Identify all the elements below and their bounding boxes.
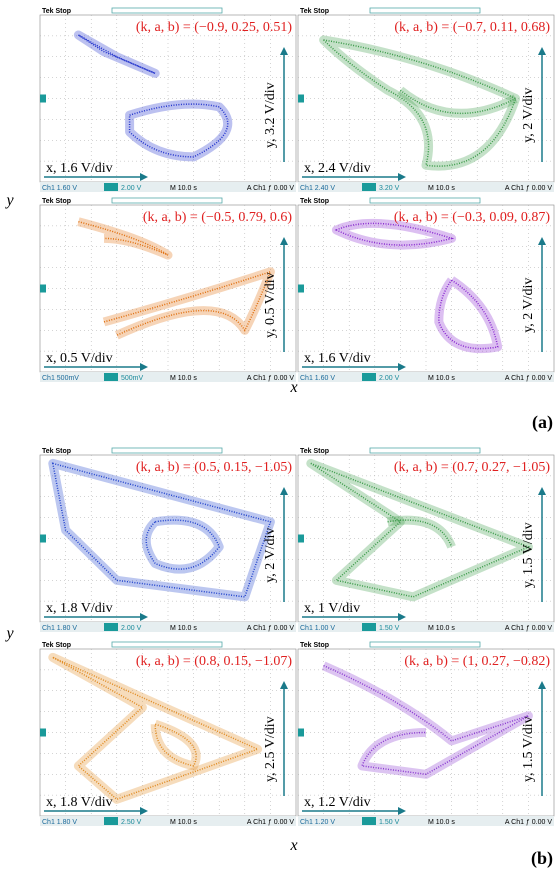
axis-y-label: y [4, 192, 14, 209]
status-ch1: Ch1 1.60 V [42, 185, 77, 192]
scope-panel: Tek Stop (k, a, b) = (−0.7, 0.11, 0.68) x,… [298, 6, 554, 192]
status-ch1: Ch1 1.20 V [300, 819, 335, 826]
group-label: (a) [532, 412, 553, 433]
group-label: (b) [531, 848, 553, 869]
x-scale-label: x, 1.8 V/div [46, 601, 113, 616]
params-label: (k, a, b) = (−0.3, 0.09, 0.87) [394, 210, 550, 225]
status-ch2: 1.50 V [379, 819, 400, 826]
x-scale-label: x, 1.6 V/div [46, 161, 113, 176]
y-scale-label: y, 2 V/div [521, 278, 536, 333]
y-scale-label: y, 2 V/div [521, 88, 536, 143]
ch2-badge [104, 623, 118, 631]
x-scale-label: x, 2.4 V/div [304, 161, 371, 176]
figure: x y (a) x y (b) Tek Stop(k, a, b) = (−0.… [0, 0, 558, 869]
x-scale-label: x, 1 V/div [304, 601, 360, 616]
y-scale-label: y, 2 V/div [263, 528, 278, 583]
channel-marker [40, 285, 46, 293]
status-time: M 10.0 s [170, 819, 197, 826]
status-ch1: Ch1 500mV [42, 375, 79, 382]
status-ch1: Ch1 1.80 V [42, 625, 77, 632]
scope-panel: Tek Stop (k, a, b) = (0.8, 0.15, −1.07) x,… [40, 640, 296, 826]
status-ch1: Ch1 1.00 V [300, 625, 335, 632]
params-label: (k, a, b) = (1, 0.27, −0.82) [404, 654, 550, 669]
params-label: (k, a, b) = (0.5, 0.15, −1.05) [136, 460, 292, 475]
header: Tek Stop [42, 448, 71, 455]
header: Tek Stop [300, 8, 329, 15]
ch2-badge [362, 817, 376, 825]
ch2-badge [362, 623, 376, 631]
channel-marker [40, 95, 46, 103]
x-scale-label: x, 1.8 V/div [46, 795, 113, 810]
scope-panel: Tek Stop (k, a, b) = (1, 0.27, −0.82) x, 1… [298, 640, 554, 826]
params-label: (k, a, b) = (−0.5, 0.79, 0.6) [143, 210, 292, 225]
header: Tek Stop [42, 8, 71, 15]
status-ch2: 3.20 V [379, 185, 400, 192]
status-ch2: 2.00 V [379, 375, 400, 382]
ch2-badge [362, 373, 376, 381]
status-ch2: 2.50 V [121, 819, 142, 826]
ch2-badge [104, 373, 118, 381]
ch2-badge [104, 183, 118, 191]
status-time: M 10.0 s [170, 375, 197, 382]
status-time: M 10.0 s [170, 185, 197, 192]
scope-panel: Tek Stop (k, a, b) = (0.5, 0.15, −1.05) x,… [40, 446, 296, 632]
status-ch2: 2.00 V [121, 185, 142, 192]
channel-marker [298, 95, 304, 103]
header: Tek Stop [42, 198, 71, 205]
status-time: M 10.0 s [428, 375, 455, 382]
params-label: (k, a, b) = (−0.7, 0.11, 0.68) [394, 20, 550, 35]
x-scale-label: x, 1.2 V/div [304, 795, 371, 810]
scope-panel: Tek Stop (k, a, b) = (−0.3, 0.09, 0.87) x,… [298, 196, 554, 382]
params-label: (k, a, b) = (0.8, 0.15, −1.07) [136, 654, 292, 669]
status-trigger: A Ch1 ƒ 0.00 V [505, 185, 552, 192]
ch2-badge [104, 817, 118, 825]
params-label: (k, a, b) = (0.7, 0.27, −1.05) [394, 460, 550, 475]
channel-marker [40, 729, 46, 737]
x-scale-label: x, 0.5 V/div [46, 351, 113, 366]
channel-marker [40, 535, 46, 543]
header: Tek Stop [300, 642, 329, 649]
status-trigger: A Ch1 ƒ 0.00 V [247, 819, 294, 826]
scope-panel: Tek Stop (k, a, b) = (0.7, 0.27, −1.05) x,… [298, 446, 554, 632]
header: Tek Stop [300, 448, 329, 455]
status-trigger: A Ch1 ƒ 0.00 V [247, 185, 294, 192]
x-scale-label: x, 1.6 V/div [304, 351, 371, 366]
status-ch1: Ch1 1.60 V [300, 375, 335, 382]
channel-marker [298, 535, 304, 543]
y-scale-label: y, 2.5 V/div [263, 716, 278, 782]
status-trigger: A Ch1 ƒ 0.00 V [505, 819, 552, 826]
status-time: M 10.0 s [428, 819, 455, 826]
status-trigger: A Ch1 ƒ 0.00 V [505, 625, 552, 632]
status-ch2: 1.50 V [379, 625, 400, 632]
scope-panel: Tek Stop (k, a, b) = (−0.9, 0.25, 0.51) x,… [40, 6, 296, 192]
y-scale-label: y, 3.2 V/div [263, 82, 278, 148]
axis-x-label: x [289, 837, 297, 854]
scope-panel: Tek Stop (k, a, b) = (−0.5, 0.79, 0.6) x, … [40, 196, 296, 382]
status-ch1: Ch1 1.80 V [42, 819, 77, 826]
status-time: M 10.0 s [428, 185, 455, 192]
axis-y-label: y [4, 625, 14, 642]
status-trigger: A Ch1 ƒ 0.00 V [247, 375, 294, 382]
channel-marker [298, 285, 304, 293]
status-time: M 10.0 s [428, 625, 455, 632]
header: Tek Stop [42, 642, 71, 649]
params-label: (k, a, b) = (−0.9, 0.25, 0.51) [136, 20, 292, 35]
status-ch2: 2.00 V [121, 625, 142, 632]
y-scale-label: y, 1.5 V/div [521, 716, 536, 782]
channel-marker [298, 729, 304, 737]
status-ch2: 500mV [121, 375, 144, 382]
status-ch1: Ch1 2.40 V [300, 185, 335, 192]
status-time: M 10.0 s [170, 625, 197, 632]
ch2-badge [362, 183, 376, 191]
status-trigger: A Ch1 ƒ 0.00 V [505, 375, 552, 382]
header: Tek Stop [300, 198, 329, 205]
status-trigger: A Ch1 ƒ 0.00 V [247, 625, 294, 632]
y-scale-label: y, 1.5 V/div [521, 522, 536, 588]
y-scale-label: y, 0.5 V/div [263, 272, 278, 338]
